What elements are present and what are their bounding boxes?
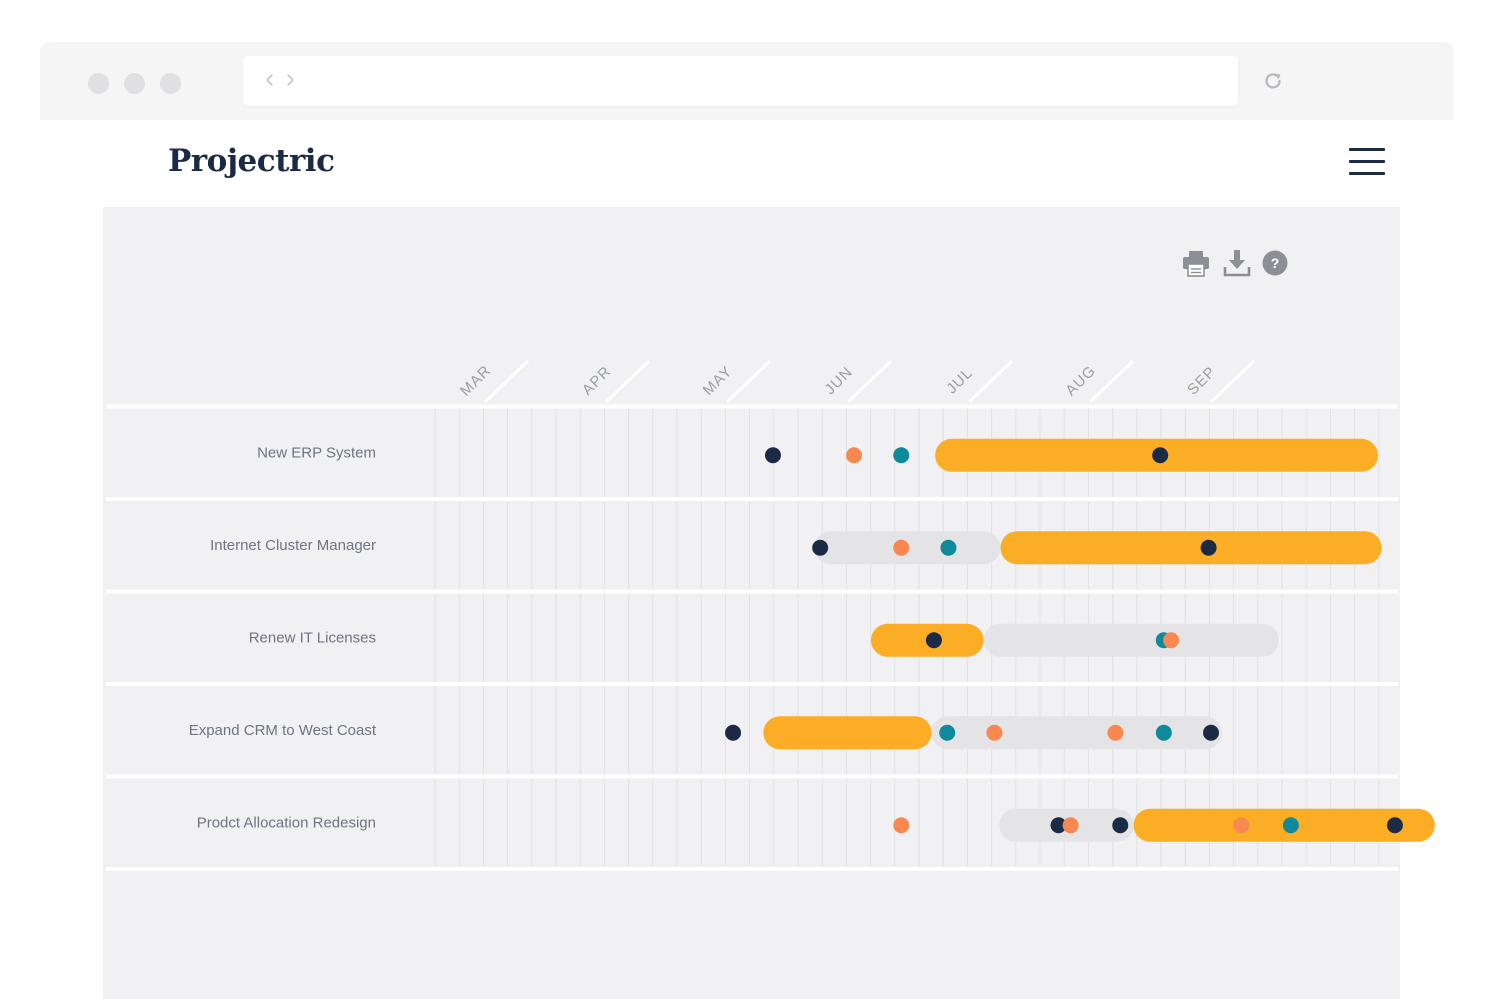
project-name-label: Expand CRM to West Coast: [189, 722, 377, 739]
month-tick: [1209, 359, 1256, 404]
project-name-label: New ERP System: [257, 444, 376, 461]
milestone-dot-teal[interactable]: [939, 724, 956, 741]
month-tick: [846, 359, 893, 404]
month-label: SEP: [1184, 363, 1219, 398]
row-separator: [106, 774, 1398, 779]
window-maximize-dot[interactable]: [160, 73, 181, 94]
month-label: MAR: [457, 362, 495, 400]
milestone-dot-navy[interactable]: [725, 724, 742, 741]
milestone-dot-navy[interactable]: [1386, 817, 1403, 834]
row-separator: [106, 497, 1398, 501]
month-tick: [725, 359, 772, 404]
milestone-dot-orange[interactable]: [1233, 817, 1250, 834]
milestone-dot-teal[interactable]: [1282, 817, 1299, 834]
reload-icon[interactable]: [1262, 70, 1284, 92]
menu-icon[interactable]: [1349, 147, 1385, 177]
row-separator: [106, 867, 1398, 871]
window-close-dot[interactable]: [88, 73, 109, 94]
month-tick: [967, 359, 1014, 404]
milestone-dot-teal[interactable]: [1155, 724, 1172, 741]
milestone-dot-navy[interactable]: [1203, 724, 1219, 741]
timeline-bar-active[interactable]: [1000, 531, 1382, 565]
help-icon[interactable]: ?: [1261, 249, 1291, 279]
project-name-label: Internet Cluster Manager: [210, 537, 376, 554]
month-label: APR: [579, 363, 615, 399]
milestone-dot-navy[interactable]: [1112, 817, 1129, 834]
month-label: JUL: [943, 364, 976, 397]
timeline-bar-inactive[interactable]: [931, 716, 1222, 750]
month-label: MAY: [700, 363, 736, 399]
milestone-dot-orange[interactable]: [893, 817, 910, 834]
row-separator: [106, 589, 1398, 594]
milestone-dot-teal[interactable]: [940, 539, 957, 556]
milestone-dot-navy[interactable]: [764, 447, 781, 464]
timeline-bar-active[interactable]: [763, 716, 932, 750]
row-separator: [106, 404, 1398, 409]
month-tick: [604, 359, 651, 404]
timeline-bar-inactive[interactable]: [983, 623, 1279, 657]
milestone-dot-orange[interactable]: [986, 724, 1003, 741]
download-icon[interactable]: [1222, 248, 1252, 278]
milestone-dot-orange[interactable]: [1163, 632, 1180, 649]
help-glyph: ?: [1271, 255, 1280, 271]
project-name-label: Renew IT Licenses: [249, 629, 376, 646]
milestone-dot-teal[interactable]: [893, 447, 910, 464]
month-label: JUN: [821, 363, 856, 398]
month-label: AUG: [1062, 362, 1099, 399]
milestone-dot-navy[interactable]: [925, 632, 942, 649]
milestone-dot-orange[interactable]: [893, 539, 910, 556]
milestone-dot-orange[interactable]: [846, 447, 863, 464]
address-bar[interactable]: [243, 56, 1238, 106]
month-tick: [483, 359, 530, 404]
window-minimize-dot[interactable]: [124, 73, 145, 94]
back-forward-icon[interactable]: [262, 70, 302, 90]
month-tick: [1088, 359, 1135, 404]
milestone-dot-navy[interactable]: [1152, 447, 1169, 464]
milestone-dot-navy[interactable]: [1050, 817, 1067, 834]
milestone-dot-navy[interactable]: [1200, 539, 1217, 556]
print-icon[interactable]: [1181, 248, 1211, 278]
project-name-label: Prodct Allocation Redesign: [197, 814, 376, 831]
app-logo[interactable]: Projectric: [168, 143, 335, 179]
milestone-dot-orange[interactable]: [1062, 817, 1079, 834]
row-separator: [106, 682, 1398, 686]
milestone-dot-orange[interactable]: [1107, 724, 1124, 741]
milestone-dot-navy[interactable]: [812, 539, 829, 556]
